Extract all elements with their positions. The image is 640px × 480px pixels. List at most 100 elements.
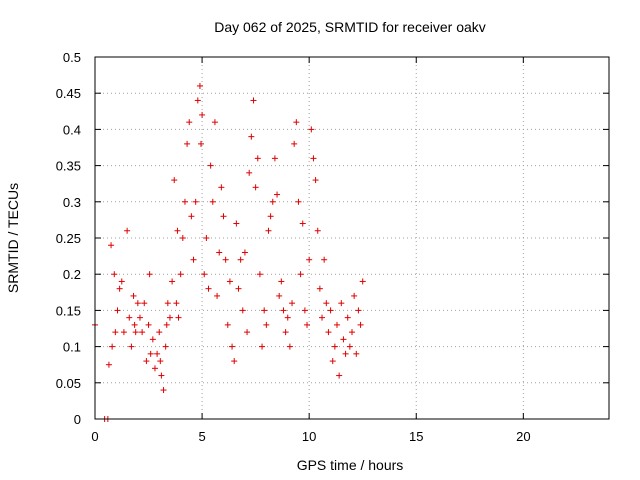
data-point — [248, 133, 255, 140]
y-axis-label: SRMTID / TECUs — [5, 183, 21, 293]
data-point — [349, 329, 355, 336]
data-point — [265, 227, 272, 234]
y-tick-label: 0 — [74, 412, 81, 427]
data-point — [216, 249, 223, 256]
data-point — [329, 358, 336, 365]
grid — [95, 57, 609, 419]
data-point — [157, 358, 164, 365]
data-point — [126, 314, 133, 321]
data-point — [284, 314, 291, 321]
data-point — [224, 321, 231, 328]
y-tick-label: 0.45 — [56, 86, 81, 101]
data-point — [198, 140, 205, 147]
data-point — [151, 365, 158, 372]
x-tick-label: 15 — [409, 429, 423, 444]
data-point — [334, 321, 341, 328]
data-point — [301, 307, 308, 314]
data-point — [359, 278, 366, 285]
data-point — [271, 155, 278, 162]
data-point — [116, 285, 123, 292]
data-point — [186, 119, 193, 126]
y-tick-label: 0.3 — [63, 195, 81, 210]
data-point — [131, 321, 138, 328]
data-point — [196, 82, 203, 89]
data-point — [338, 300, 345, 307]
data-point — [139, 329, 146, 336]
data-point — [267, 213, 274, 220]
data-point — [353, 350, 360, 357]
x-tick-label: 0 — [91, 429, 98, 444]
x-tick-label: 20 — [516, 429, 530, 444]
data-point — [166, 314, 173, 321]
data-point — [174, 227, 181, 234]
data-point — [146, 271, 153, 278]
y-tick-label: 0.15 — [56, 303, 81, 318]
data-point — [120, 329, 127, 336]
data-point — [207, 162, 214, 169]
chart-title: Day 062 of 2025, SRMTID for receiver oak… — [214, 19, 486, 35]
data-point — [289, 300, 296, 307]
x-tick-label: 10 — [302, 429, 316, 444]
x-tick-label: 5 — [198, 429, 205, 444]
data-point — [235, 285, 242, 292]
data-point — [269, 198, 276, 205]
data-point — [177, 271, 184, 278]
data-point — [158, 372, 165, 379]
data-point — [308, 126, 315, 133]
data-point — [312, 177, 319, 184]
data-point — [244, 329, 251, 336]
data-point — [199, 111, 206, 118]
data-point — [162, 343, 169, 350]
data-point — [314, 227, 321, 234]
data-point — [340, 336, 347, 343]
data-point — [222, 256, 229, 263]
data-point — [156, 329, 163, 336]
data-point — [114, 307, 121, 314]
data-point — [261, 307, 268, 314]
data-point — [105, 361, 112, 368]
data-point — [214, 292, 221, 299]
data-point — [112, 329, 119, 336]
data-point — [194, 97, 201, 104]
data-point — [342, 350, 349, 357]
data-point — [355, 307, 362, 314]
y-tick-label: 0.35 — [56, 159, 81, 174]
data-point — [278, 278, 285, 285]
data-point — [293, 119, 300, 126]
data-point — [149, 336, 156, 343]
data-point — [304, 321, 311, 328]
data-point — [259, 343, 266, 350]
data-point — [164, 300, 171, 307]
data-point — [276, 292, 283, 299]
data-point — [175, 314, 182, 321]
data-point — [316, 285, 323, 292]
y-tick-label: 0.4 — [63, 122, 81, 137]
y-tick-label: 0.5 — [63, 50, 81, 65]
data-point — [295, 198, 302, 205]
data-point — [108, 242, 115, 249]
data-point — [218, 184, 225, 191]
data-point — [132, 329, 139, 336]
data-point — [263, 321, 270, 328]
x-axis-label: GPS time / hours — [297, 457, 404, 473]
axis-ticks: 0 5 10 15 20 0 0.05 0.1 0.15 0.2 0.25 0.3 0.35 0.4 0.4… — [56, 50, 609, 444]
data-point — [241, 249, 248, 256]
data-point — [239, 307, 246, 314]
data-point — [111, 271, 118, 278]
data-point — [130, 292, 137, 299]
data-point — [109, 343, 116, 350]
data-point — [163, 321, 170, 328]
data-point — [323, 300, 330, 307]
data-point — [231, 358, 238, 365]
data-point — [357, 321, 364, 328]
data-point — [188, 213, 195, 220]
data-point — [336, 372, 343, 379]
data-point — [306, 256, 313, 263]
data-point — [297, 271, 304, 278]
data-point — [252, 184, 259, 191]
data-point — [325, 329, 332, 336]
data-point — [179, 235, 186, 241]
data-point — [229, 343, 236, 350]
data-point — [280, 307, 287, 314]
data-point — [201, 271, 208, 278]
